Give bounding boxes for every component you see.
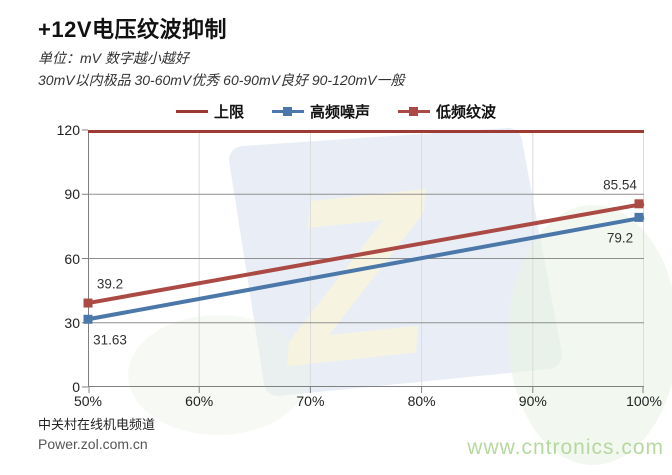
data-point-label: 31.63 (93, 332, 127, 348)
chart-legend: 上限 高频噪声 低频纹波 (0, 101, 672, 122)
site-watermark-text: www.cntronics.com (467, 436, 664, 459)
plot-area: Z (82, 128, 672, 465)
svg-text:Z: Z (264, 138, 448, 416)
chart-subtitle-unit: 单位：mV 数字越小越好 (38, 50, 189, 66)
page-title: +12V电压纹波抑制 (38, 17, 227, 42)
y-tick-label: 120 (56, 122, 80, 138)
data-point-label: 39.2 (96, 276, 124, 292)
footer-channel-text: 中关村在线机电频道 (38, 417, 156, 432)
legend-item: 低频纹波 (398, 101, 496, 122)
y-tick-label: 0 (72, 379, 80, 395)
series-line (87, 215, 645, 322)
series-marker (83, 298, 93, 308)
y-tick-label: 60 (64, 250, 80, 267)
y-tick-label: 30 (64, 314, 80, 331)
series-marker (83, 314, 93, 324)
legend-square-marker-icon (409, 107, 418, 116)
series-marker (634, 212, 644, 222)
legend-item: 高频噪声 (271, 101, 370, 122)
chart-subtitle-grades: 30mV以内极品 30-60mV优秀 60-90mV良好 90-120mV一般 (38, 72, 405, 88)
x-tick-label: 60% (185, 393, 214, 409)
series-marker (634, 199, 644, 209)
legend-label: 高频噪声 (309, 104, 370, 121)
zol-watermark-logo-icon: Z (128, 128, 672, 465)
legend-swatch-icon (175, 106, 208, 117)
legend-swatch-icon (271, 106, 304, 117)
legend-label: 上限 (213, 104, 244, 121)
legend-item: 上限 (175, 101, 244, 122)
footer-url-text: Power.zol.com.cn (38, 436, 148, 452)
x-tick-label: 100% (626, 393, 662, 409)
legend-line-icon (175, 110, 208, 113)
legend-swatch-icon (398, 106, 430, 117)
x-tick-label: 70% (296, 393, 325, 409)
data-point-label: 79.2 (606, 230, 634, 246)
y-tick-label: 90 (64, 186, 80, 203)
data-point-label: 85.54 (603, 177, 637, 193)
x-tick-label: 80% (407, 393, 436, 409)
plot-svg: Z (82, 128, 672, 465)
legend-label: 低频纹波 (436, 104, 497, 121)
legend-square-marker-icon (282, 107, 292, 116)
series-line (87, 201, 645, 306)
x-tick-label: 50% (73, 393, 103, 409)
x-tick-label: 90% (518, 393, 547, 409)
grid-and-series (82, 129, 645, 393)
